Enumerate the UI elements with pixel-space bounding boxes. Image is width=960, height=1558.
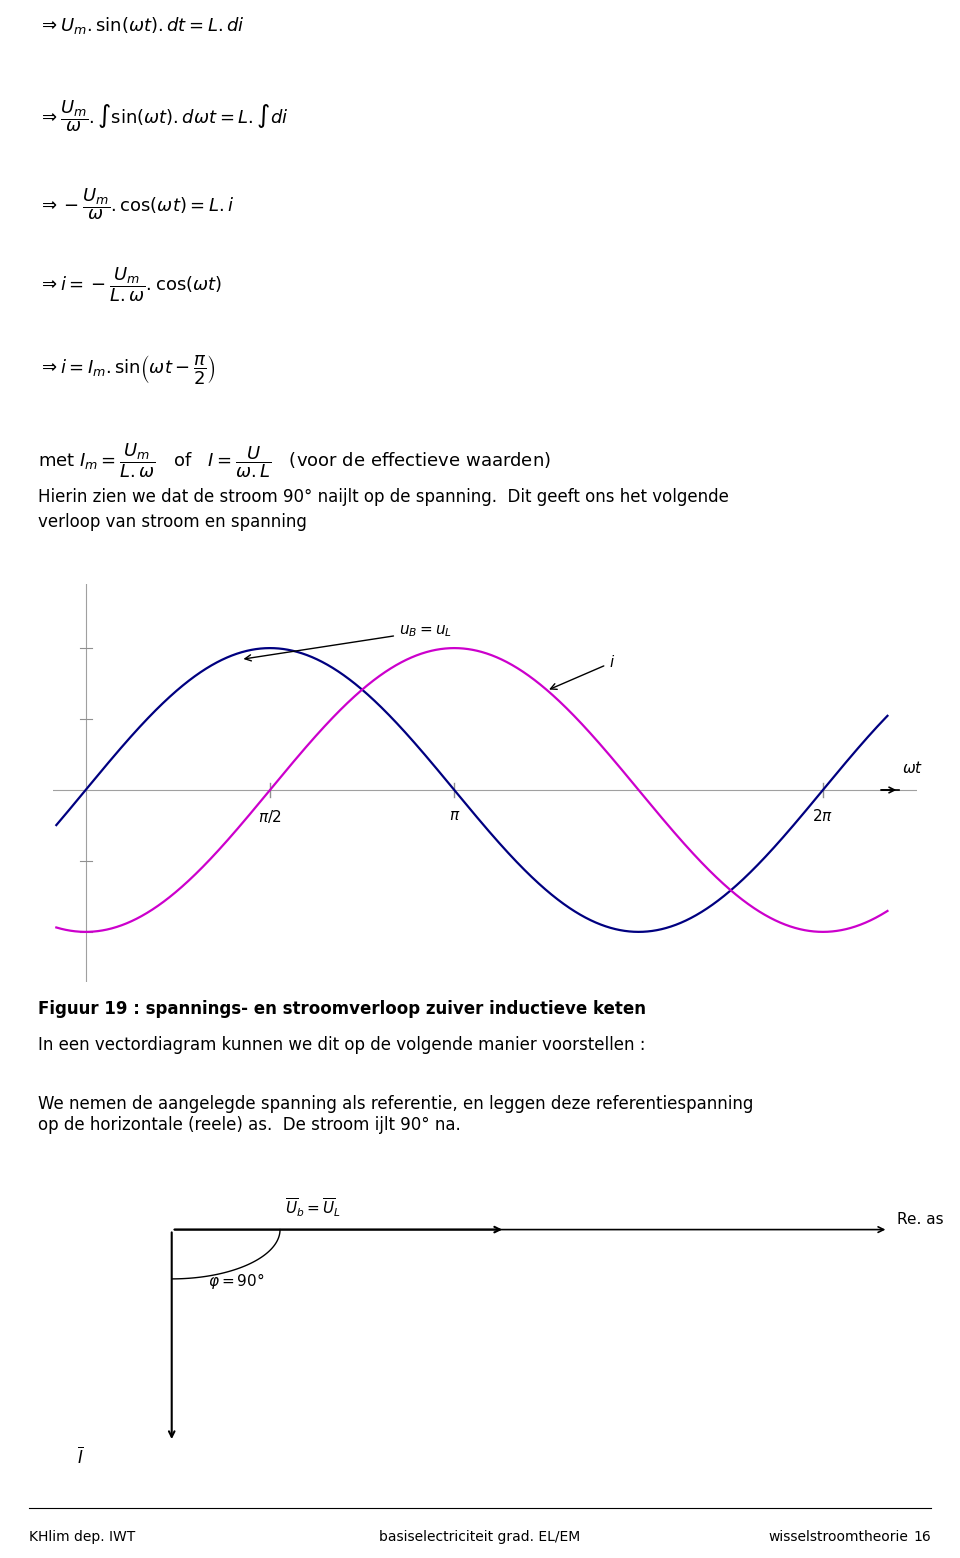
Text: $\overline{I}$: $\overline{I}$ — [77, 1446, 84, 1466]
Text: $u_B=u_L$: $u_B=u_L$ — [245, 623, 452, 661]
Text: $\Rightarrow \dfrac{U_m}{\omega}.\int\sin(\omega t).d\omega t = L.\int di$: $\Rightarrow \dfrac{U_m}{\omega}.\int\si… — [38, 98, 289, 134]
Text: wisselstroomtheorie: wisselstroomtheorie — [768, 1530, 908, 1544]
Text: $\Rightarrow i = I_m.\sin\!\left(\omega t - \dfrac{\pi}{2}\right)$: $\Rightarrow i = I_m.\sin\!\left(\omega … — [38, 354, 216, 386]
Text: basiselectriciteit grad. EL/EM: basiselectriciteit grad. EL/EM — [379, 1530, 581, 1544]
Text: In een vectordiagram kunnen we dit op de volgende manier voorstellen :: In een vectordiagram kunnen we dit op de… — [38, 1036, 646, 1055]
Text: $\Rightarrow i = -\dfrac{U_m}{L.\omega}.\cos(\omega t)$: $\Rightarrow i = -\dfrac{U_m}{L.\omega}.… — [38, 265, 223, 304]
Text: $i$: $i$ — [550, 654, 615, 689]
Text: $\overline{U}_b=\overline{U}_L$: $\overline{U}_b=\overline{U}_L$ — [285, 1197, 342, 1218]
Text: Hierin zien we dat de stroom 90° naijlt op de spanning.  Dit geeft ons het volge: Hierin zien we dat de stroom 90° naijlt … — [38, 488, 730, 531]
Text: met $I_m = \dfrac{U_m}{L.\omega}$   of   $I = \dfrac{U}{\omega.L}$   (voor de ef: met $I_m = \dfrac{U_m}{L.\omega}$ of $I … — [38, 442, 551, 480]
Text: Re. as: Re. as — [897, 1212, 944, 1226]
Text: $\Rightarrow -\dfrac{U_m}{\omega}.\cos(\omega t) = L.i$: $\Rightarrow -\dfrac{U_m}{\omega}.\cos(\… — [38, 187, 235, 223]
Text: Figuur 19 : spannings- en stroomverloop zuiver inductieve keten: Figuur 19 : spannings- en stroomverloop … — [38, 1000, 646, 1017]
Text: $\pi$: $\pi$ — [448, 809, 460, 824]
Text: KHlim dep. IWT: KHlim dep. IWT — [29, 1530, 135, 1544]
Text: We nemen de aangelegde spanning als referentie, en leggen deze referentiespannin: We nemen de aangelegde spanning als refe… — [38, 1095, 754, 1134]
Text: $\omega t$: $\omega t$ — [901, 760, 923, 776]
Text: $\varphi = 90°$: $\varphi = 90°$ — [208, 1271, 265, 1292]
Text: $\pi/2$: $\pi/2$ — [258, 809, 282, 826]
Text: $2\pi$: $2\pi$ — [812, 809, 833, 824]
Text: 16: 16 — [914, 1530, 931, 1544]
Text: $\Rightarrow U_m.\sin(\omega t).dt = L.di$: $\Rightarrow U_m.\sin(\omega t).dt = L.d… — [38, 14, 245, 36]
